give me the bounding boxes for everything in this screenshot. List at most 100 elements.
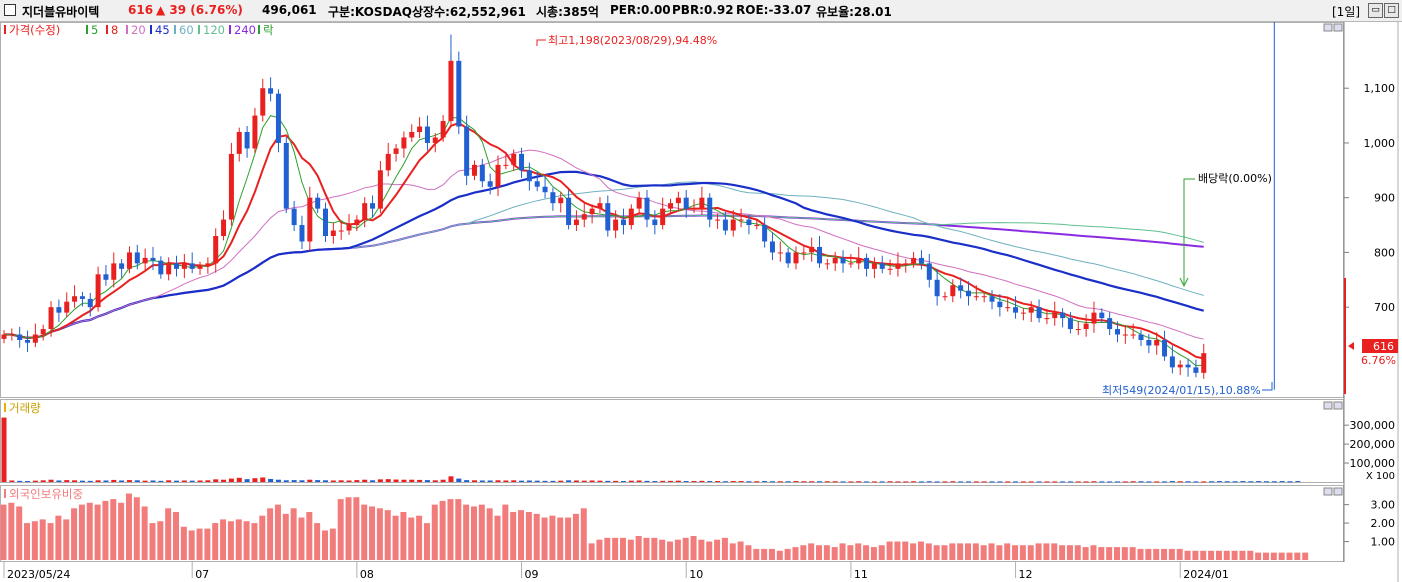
volume-bar [707, 481, 713, 483]
candle-body [1044, 318, 1050, 320]
candle [142, 248, 148, 272]
candle [134, 244, 140, 270]
foreign-bar [329, 528, 336, 560]
foreign-settings-icon[interactable] [1323, 487, 1333, 496]
candle-body [934, 279, 940, 297]
candle-body [126, 252, 132, 269]
candle [871, 257, 877, 279]
volume-bar [1005, 481, 1011, 483]
volume-bar [158, 480, 164, 482]
candle [1162, 330, 1168, 361]
foreign-bar [94, 504, 101, 560]
candle-body [40, 329, 46, 335]
volume-bars: 100,000 200,000 300,000 [1, 417, 1395, 483]
candle [174, 255, 180, 277]
volume-bar [221, 479, 227, 482]
candle [315, 193, 321, 214]
candle-body [471, 164, 477, 176]
volume-bar [456, 478, 462, 482]
candle [1122, 325, 1128, 344]
candle [895, 252, 901, 277]
price-tick-label: 900 [1374, 192, 1395, 205]
foreign-bar [831, 547, 838, 560]
minimize-icon[interactable]: ▭ [1368, 3, 1383, 18]
candle-body [911, 257, 917, 264]
volume-settings-icon[interactable] [1323, 401, 1333, 410]
volume-bar [464, 480, 470, 482]
foreign-bar [847, 545, 854, 560]
candle-body [1091, 312, 1097, 324]
volume-bar [785, 481, 791, 483]
candle-body [895, 263, 901, 269]
foreign-bar [1302, 552, 1309, 560]
foreign-bar [1255, 552, 1262, 560]
candle-body [315, 197, 321, 209]
foreign-bar [423, 523, 430, 560]
candle [683, 190, 689, 218]
candle-body [385, 153, 391, 171]
candle [1099, 308, 1105, 323]
foreign-bar [957, 543, 964, 560]
candle [495, 155, 501, 197]
volume-bar [526, 480, 532, 482]
panel-settings-icon[interactable] [1323, 23, 1333, 32]
candle-body [79, 296, 85, 299]
volume-bar [189, 480, 195, 482]
candle [1067, 312, 1073, 334]
foreign-bar [478, 504, 485, 560]
foreign-bar [306, 512, 313, 560]
maximize-icon[interactable]: □ [1384, 3, 1399, 18]
period-selector[interactable]: [1일] [1332, 5, 1361, 19]
volume-bar [181, 480, 187, 482]
volume-bar [581, 480, 587, 482]
candle [644, 190, 650, 228]
volume-bar [1138, 481, 1144, 483]
panel-close-icon[interactable] [1333, 23, 1343, 32]
checkbox-icon[interactable] [4, 4, 16, 16]
candle-body [871, 263, 877, 269]
candle [864, 253, 870, 277]
candle [1154, 332, 1160, 355]
candle-body [1075, 329, 1081, 331]
foreign-bar [996, 545, 1003, 560]
foreign-bar [1145, 548, 1152, 560]
foreign-tick-label: 2.00 [1371, 517, 1396, 530]
candle-body [1138, 334, 1144, 340]
foreign-bar [47, 523, 54, 560]
candle-body [377, 170, 383, 209]
candle-body [1201, 353, 1207, 373]
high-arrow-icon [536, 39, 546, 46]
volume-bar [644, 480, 650, 482]
volume-bar [197, 480, 203, 482]
foreign-close-icon[interactable] [1333, 487, 1343, 496]
foreign-bar [141, 506, 148, 560]
volume-bar [291, 480, 297, 482]
candle-body [370, 203, 376, 209]
foreign-bar [721, 537, 728, 560]
candle [64, 292, 70, 318]
volume-bar [315, 480, 321, 482]
candle [966, 281, 971, 306]
candle [1130, 323, 1136, 339]
foreign-bar [870, 547, 877, 560]
volume-bar [1248, 481, 1254, 483]
foreign-bar [1168, 548, 1175, 560]
foreign-bar [110, 499, 117, 560]
foreign-bar [408, 517, 415, 560]
candle [589, 204, 595, 224]
volume-close-icon[interactable] [1333, 401, 1343, 410]
dividend-line [1183, 178, 1195, 284]
volume-bar [1209, 481, 1215, 483]
candle [362, 197, 368, 228]
stock-chart[interactable]: 가격(수정) 5 8 20 45 60 120 240 락 700 800 900 1… [0, 22, 1402, 582]
volume-bar [1146, 481, 1152, 483]
date-tick-label: 07 [195, 568, 209, 581]
volume-bar [150, 480, 156, 482]
candle [346, 214, 352, 235]
candle [79, 291, 85, 307]
foreign-bar [706, 541, 713, 560]
volume-bar [856, 481, 862, 483]
candle-body [1162, 340, 1168, 357]
candle-body [997, 301, 1003, 308]
candle [268, 77, 274, 102]
